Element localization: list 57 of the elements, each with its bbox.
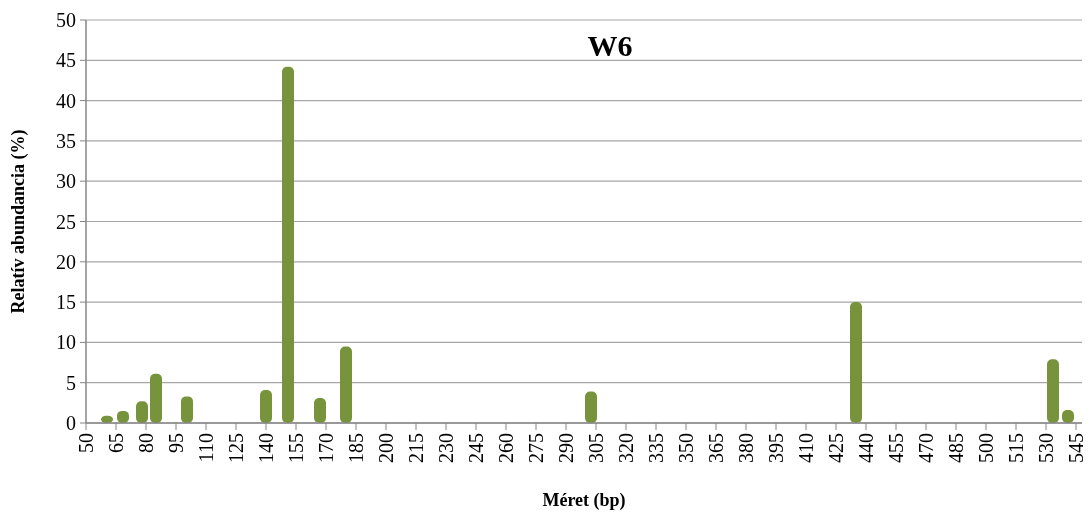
x-tick-label: 515 [1005,433,1027,463]
x-tick-label: 500 [975,433,997,463]
x-tick-label: 155 [285,433,307,463]
y-tick-label: 20 [56,250,76,273]
y-tick-label: 25 [56,210,76,233]
y-tick-label: 45 [56,49,76,72]
y-tick-label: 5 [66,371,76,394]
x-tick-label: 110 [195,433,217,463]
y-tick-label: 15 [56,291,76,314]
bar [150,373,162,423]
x-tick-label: 365 [705,433,727,463]
x-tick-label: 290 [555,433,577,463]
x-tick-label: 185 [345,433,367,463]
x-tick-label: 395 [765,433,787,463]
x-tick-label: 470 [915,433,937,463]
bar [340,346,352,423]
x-tick-label: 95 [165,433,187,453]
bar [260,389,272,423]
bar [181,396,193,423]
x-tick-label: 125 [225,433,247,463]
y-tick-label: 40 [56,89,76,112]
y-tick-label: 10 [56,331,76,354]
x-tick-label: 440 [855,433,877,463]
x-tick-label: 305 [585,433,607,463]
x-tick-label: 380 [735,433,757,463]
bar [1047,359,1059,423]
bar [282,66,294,423]
chart-title: W6 [587,29,633,62]
x-tick-label: 275 [525,433,547,463]
x-tick-label: 485 [945,433,967,463]
x-tick-label: 335 [645,433,667,463]
y-tick-label: 50 [56,9,76,31]
x-tick-label: 245 [465,433,487,463]
x-tick-label: 215 [405,433,427,463]
x-tick-label: 200 [375,433,397,463]
x-tick-label: 65 [105,433,127,453]
y-tick-label: 35 [56,129,76,152]
x-tick-label: 260 [495,433,517,463]
x-tick-label: 320 [615,433,637,463]
bar [850,302,862,423]
x-tick-label: 170 [315,433,337,463]
bar [314,398,326,423]
bar [136,401,148,423]
bar [585,391,597,423]
y-tick-label: 0 [66,412,76,434]
x-tick-label: 140 [255,433,277,463]
y-axis-title: Relatív abundancia (%) [8,129,29,314]
x-axis-title: Méret (bp) [542,490,626,511]
x-tick-label: 350 [675,433,697,463]
y-tick-label: 30 [56,170,76,193]
x-tick-label: 230 [435,433,457,463]
x-tick-label: 530 [1035,433,1057,463]
x-tick-label: 545 [1065,433,1087,463]
x-tick-label: 410 [795,433,817,463]
x-tick-label: 80 [135,433,157,453]
x-tick-label: 425 [825,433,847,463]
x-tick-label: 455 [885,433,907,463]
